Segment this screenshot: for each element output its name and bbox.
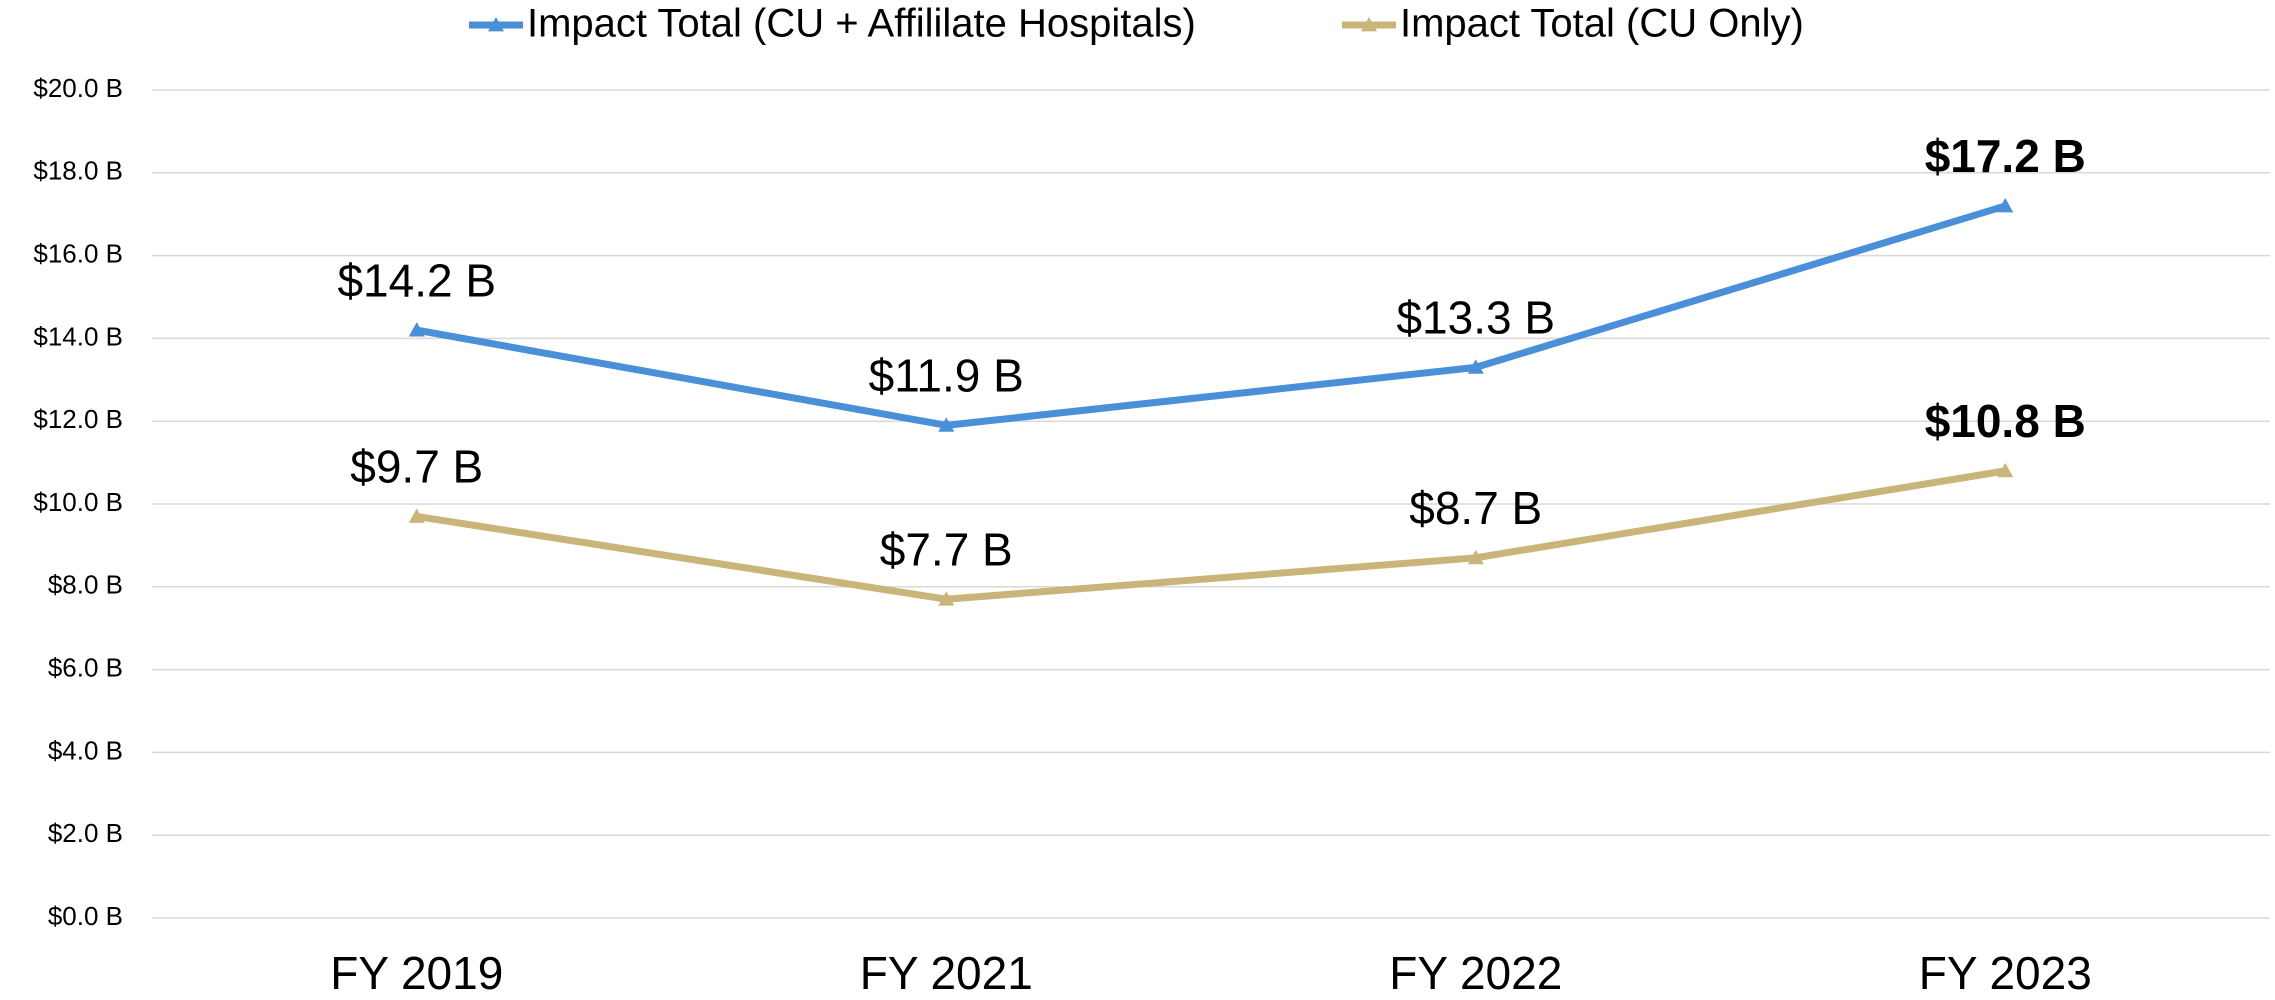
data-label: $11.9 B <box>869 349 1024 401</box>
y-tick-label: $0.0 B <box>48 901 123 931</box>
y-tick-label: $8.0 B <box>48 570 123 600</box>
legend-marker <box>1361 17 1377 32</box>
x-tick-label: FY 2023 <box>1919 947 2092 999</box>
y-tick-label: $6.0 B <box>48 652 123 682</box>
x-tick-label: FY 2021 <box>860 947 1033 999</box>
point-marker <box>408 322 425 337</box>
y-tick-label: $4.0 B <box>48 735 123 765</box>
point-marker <box>1997 462 2014 478</box>
data-label: $9.7 B <box>350 441 483 493</box>
series-line <box>416 202 2007 429</box>
data-label: $17.2 B <box>1925 130 2086 182</box>
y-tick-label: $16.0 B <box>33 238 123 268</box>
point-marker <box>1997 197 2014 213</box>
data-label: $7.7 B <box>880 523 1013 575</box>
y-tick-label: $14.0 B <box>33 321 123 351</box>
legend-label: Impact Total (CU Only) <box>1400 2 1804 46</box>
data-label: $14.2 B <box>337 254 496 306</box>
x-tick-label: FY 2022 <box>1389 947 1562 999</box>
y-tick-label: $2.0 B <box>48 818 123 848</box>
point-marker <box>408 508 425 523</box>
point-marker <box>938 417 955 432</box>
y-tick-label: $20.0 B <box>33 73 123 103</box>
legend-marker <box>488 17 504 32</box>
y-tick-label: $18.0 B <box>33 156 123 186</box>
legend-label: Impact Total (CU + Affililate Hospitals) <box>527 2 1196 46</box>
y-tick-label: $12.0 B <box>33 404 123 434</box>
x-tick-label: FY 2019 <box>330 947 503 999</box>
point-marker <box>1467 549 1484 565</box>
data-label: $10.8 B <box>1925 395 2086 447</box>
y-tick-label: $10.0 B <box>33 487 123 517</box>
point-marker <box>938 591 955 606</box>
point-marker <box>1467 359 1484 374</box>
data-label: $8.7 B <box>1409 482 1542 534</box>
series-line <box>416 467 2006 603</box>
data-label: $13.3 B <box>1396 292 1555 344</box>
